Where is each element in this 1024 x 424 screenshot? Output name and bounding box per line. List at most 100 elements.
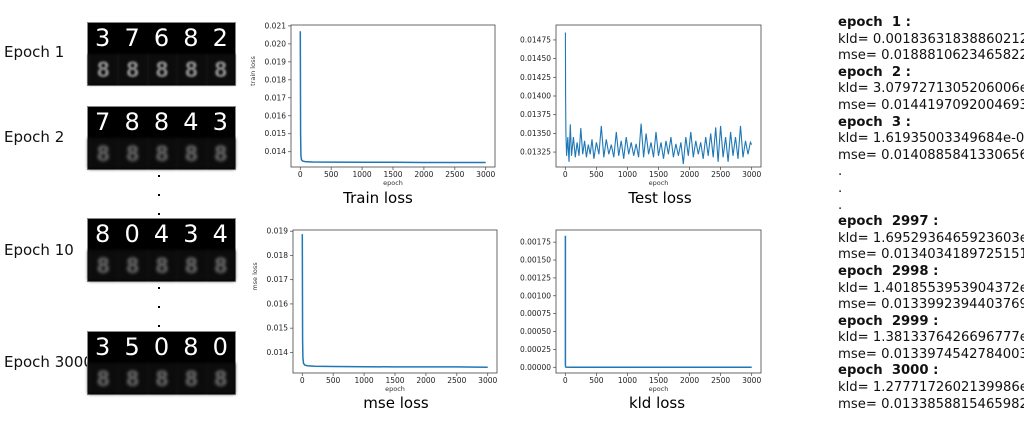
- chart-caption-test: Test loss: [628, 189, 692, 207]
- series-line: [564, 32, 753, 165]
- reconstructed-digit: 8: [146, 250, 177, 281]
- input-digit: 8: [95, 220, 111, 248]
- log-ellipsis: .: [838, 164, 843, 180]
- x-tick-label: 1500: [649, 376, 668, 385]
- ellipsis-dot: [158, 287, 160, 289]
- x-tick-label: 0: [300, 376, 305, 385]
- log-mse: mse= 0.013399239440376942: [838, 297, 1024, 313]
- reconstructed-digit: 8: [176, 363, 206, 394]
- input-digit: 4: [212, 220, 228, 248]
- y-tick-label: 0.00125: [520, 273, 551, 282]
- input-digit: 3: [95, 24, 111, 52]
- reconstructed-digit: 8: [117, 363, 147, 394]
- input-digit: 3: [183, 220, 199, 248]
- x-tick-label: 0: [298, 170, 303, 179]
- y-tick-label: 0.015: [265, 129, 287, 138]
- y-tick-label: 0.00100: [520, 291, 551, 300]
- input-digit: 7: [124, 24, 140, 52]
- plot-area: [290, 24, 496, 168]
- plot-area: [292, 229, 498, 374]
- y-tick-label: 0.01325: [520, 148, 551, 157]
- log-mse: mse= 0.013403418972515143: [838, 247, 1024, 263]
- y-tick-label: 0.018: [265, 75, 287, 84]
- reconstructed-digit: 8: [88, 138, 118, 169]
- log-mse: mse= 0.01888106234658223: [838, 48, 1024, 64]
- input-digit: 8: [124, 108, 140, 136]
- log-ellipsis: .: [838, 180, 843, 196]
- plot-area: [555, 24, 762, 168]
- input-digit: 2: [212, 24, 228, 52]
- y-tick-label: 0.01425: [520, 73, 551, 82]
- y-tick-label: 0.01450: [520, 54, 551, 63]
- reconstructed-digit: 8: [205, 363, 235, 394]
- plot-area: [555, 229, 762, 374]
- x-tick-label: 500: [326, 376, 341, 385]
- x-tick-label: 2000: [416, 376, 435, 385]
- y-tick-label: 0.00050: [520, 327, 551, 336]
- epoch-label: Epoch 1: [4, 43, 65, 61]
- x-tick-label: 1500: [383, 170, 402, 179]
- log-epoch: epoch 2999 :: [838, 313, 939, 329]
- training-log: epoch 1 :kld= 0.0018363183886021244mse= …: [838, 15, 1024, 413]
- log-mse: mse= 0.013385881546598215: [838, 396, 1024, 412]
- x-tick-label: 2000: [680, 170, 699, 179]
- chart-caption-mse: mse loss: [363, 394, 429, 412]
- reconstructed-digit: 8: [176, 250, 206, 281]
- log-kld: kld= 3.0797271305206006e-05: [838, 81, 1024, 97]
- input-digit: 8: [153, 108, 170, 136]
- x-tick-label: 3000: [742, 376, 761, 385]
- y-tick-label: 0.021: [265, 21, 287, 30]
- y-tick-label: 0.016: [267, 299, 289, 308]
- y-tick-label: 0.019: [267, 227, 289, 236]
- y-tick-label: 0.00025: [520, 345, 551, 354]
- x-tick-label: 1000: [618, 170, 637, 179]
- log-epoch: epoch 3 :: [838, 114, 911, 130]
- log-epoch: epoch 3000 :: [838, 363, 939, 379]
- x-axis-label: epoch: [383, 179, 403, 187]
- input-digit: 8: [183, 24, 199, 52]
- y-tick-label: 0.00075: [520, 309, 551, 318]
- log-kld: kld= 1.3813376426696777e-07: [838, 330, 1024, 346]
- y-tick-label: 0.019: [265, 57, 287, 66]
- log-epoch: epoch 2998 :: [838, 263, 939, 279]
- y-axis-label: mse loss: [251, 262, 259, 291]
- y-tick-label: 0.017: [267, 275, 289, 284]
- y-tick-label: 0.017: [265, 93, 287, 102]
- y-tick-label: 0.01375: [520, 110, 551, 119]
- reconstructed-digit: 8: [205, 54, 235, 85]
- epoch-label: Epoch 3000: [4, 353, 93, 371]
- y-tick-label: 0.018: [267, 251, 289, 260]
- chart-caption-train: Train loss: [343, 189, 413, 207]
- log-kld: kld= 1.4018553953904372e-07: [838, 280, 1024, 296]
- input-digit: 3: [212, 108, 228, 136]
- y-axis-label: train loss: [249, 56, 257, 86]
- reconstructed-digit: 8: [117, 54, 147, 85]
- log-kld: kld= 0.0018363183886021244: [838, 31, 1024, 47]
- series-line: [299, 31, 486, 164]
- x-tick-label: 1000: [618, 376, 637, 385]
- y-tick-label: 0.00175: [520, 238, 551, 247]
- input-digit: 8: [183, 333, 199, 361]
- input-digit: 0: [153, 333, 170, 361]
- input-digit: 6: [153, 24, 170, 52]
- x-axis-label: epoch: [649, 179, 669, 187]
- y-tick-label: 0.01400: [520, 92, 551, 101]
- reconstructed-digit: 8: [88, 54, 118, 85]
- log-kld: kld= 1.61935003349684e-05: [838, 131, 1024, 147]
- x-tick-label: 2000: [680, 376, 699, 385]
- x-tick-label: 500: [589, 170, 604, 179]
- log-mse: mse= 0.013397454278400311: [838, 346, 1024, 362]
- log-epoch: epoch 1 :: [838, 15, 911, 30]
- x-tick-label: 2500: [711, 376, 730, 385]
- ellipsis-dot: [158, 306, 160, 308]
- reconstructed-digit: 8: [117, 138, 147, 169]
- x-tick-label: 1500: [385, 376, 404, 385]
- input-digit: 4: [153, 220, 170, 248]
- x-tick-label: 2000: [414, 170, 433, 179]
- epoch-label: Epoch 10: [4, 241, 74, 259]
- y-tick-label: 0.01350: [520, 129, 551, 138]
- reconstructed-digit: 8: [176, 138, 206, 169]
